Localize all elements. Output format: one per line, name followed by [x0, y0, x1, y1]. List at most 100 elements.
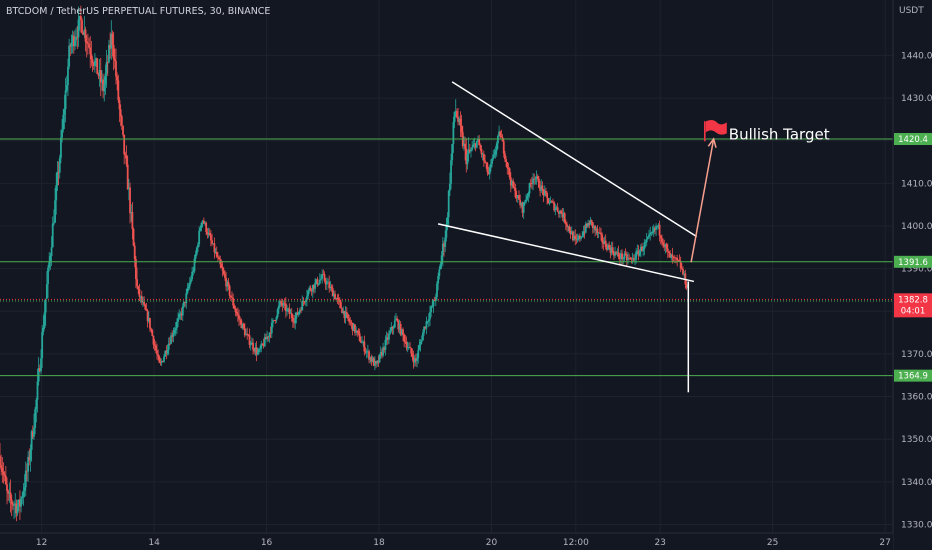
candle-body	[122, 125, 124, 135]
candle-body	[489, 163, 492, 168]
candle-body	[454, 111, 457, 112]
candle-body	[492, 154, 495, 159]
candle-body	[431, 306, 434, 308]
candle-body	[685, 284, 688, 288]
candle-body	[448, 183, 451, 191]
candle-body	[504, 153, 506, 160]
candle-body	[238, 315, 240, 320]
candle-body	[97, 73, 100, 76]
levels-layer	[0, 138, 893, 377]
candle-body	[48, 261, 51, 268]
candle-body	[683, 273, 686, 275]
candle-body	[658, 224, 661, 236]
candle-body	[117, 80, 120, 101]
candle-body	[63, 109, 66, 115]
candle-body	[276, 309, 279, 317]
candle-body	[65, 85, 68, 91]
candle-body	[405, 342, 408, 348]
candle-body	[279, 301, 281, 306]
candle-body	[233, 305, 236, 309]
candle-body	[38, 368, 41, 372]
candle-body	[106, 62, 109, 63]
candle-body	[541, 185, 544, 190]
candle-body	[460, 125, 463, 132]
candle-body	[447, 190, 450, 218]
candle-body	[323, 274, 326, 281]
candle-body	[375, 361, 377, 364]
candle-body	[61, 129, 63, 138]
candle-body	[522, 202, 525, 213]
candle-body	[129, 187, 131, 214]
candle-body	[487, 171, 490, 175]
candle-body	[576, 239, 579, 241]
time-tick-label: 25	[767, 538, 778, 548]
candle-body	[112, 45, 115, 59]
candle-body	[672, 256, 675, 258]
candle-body	[247, 334, 250, 336]
candle-body	[194, 254, 197, 259]
candle-body	[221, 267, 224, 271]
candle-body	[399, 323, 402, 335]
candle-body	[342, 311, 345, 314]
candle-body	[171, 335, 174, 337]
candle-body	[362, 341, 365, 343]
time-tick-label: 27	[879, 538, 890, 548]
candle-body	[446, 217, 449, 225]
candle-body	[433, 300, 436, 301]
candle-body	[215, 251, 218, 257]
candle-body	[95, 58, 97, 61]
candle-body	[330, 286, 333, 289]
candle-body	[10, 499, 13, 505]
candle-body	[282, 303, 285, 306]
candle-body	[289, 313, 292, 314]
target-arrow-head	[707, 137, 717, 148]
candle-body	[595, 228, 598, 231]
candle-body	[4, 475, 7, 485]
candle-body	[201, 220, 204, 223]
candle-body	[125, 155, 128, 165]
candle-body	[83, 29, 86, 36]
candle-body	[178, 313, 181, 318]
candle-body	[92, 63, 95, 66]
candle-body	[679, 261, 682, 269]
candle-body	[262, 344, 265, 347]
candle-body	[546, 193, 549, 199]
candle-body	[644, 242, 647, 244]
candle-body	[30, 431, 33, 451]
candle-body	[336, 298, 339, 299]
candle-body	[630, 258, 633, 260]
candle-body	[423, 326, 425, 333]
candle-body	[521, 202, 524, 213]
red-flag-cloth	[705, 120, 727, 135]
lower-wedge-line	[437, 223, 695, 283]
candle-body	[621, 253, 623, 260]
candle-body	[134, 259, 137, 280]
candle-body	[445, 224, 448, 238]
candle-body	[384, 339, 387, 350]
candle-body	[473, 143, 476, 145]
candle-body	[212, 243, 215, 245]
candle-body	[179, 313, 182, 315]
candle-body	[190, 279, 192, 283]
candle-body	[272, 320, 274, 323]
current-price-badge	[894, 293, 932, 318]
level-badge	[894, 369, 932, 382]
candle-body	[146, 310, 149, 322]
candle-body	[670, 254, 673, 258]
candle-body	[37, 368, 40, 382]
candle-body	[383, 347, 386, 350]
candle-body	[137, 285, 140, 290]
candle-body	[609, 247, 612, 253]
candle-body	[518, 195, 520, 200]
candle-body	[273, 320, 276, 321]
candle-body	[56, 171, 59, 186]
candle-body	[123, 134, 126, 155]
candle-body	[341, 308, 343, 314]
candle-body	[193, 258, 196, 272]
candle-body	[180, 313, 183, 316]
candle-body	[199, 228, 202, 231]
candle-body	[594, 226, 597, 231]
candle-body	[79, 16, 82, 20]
